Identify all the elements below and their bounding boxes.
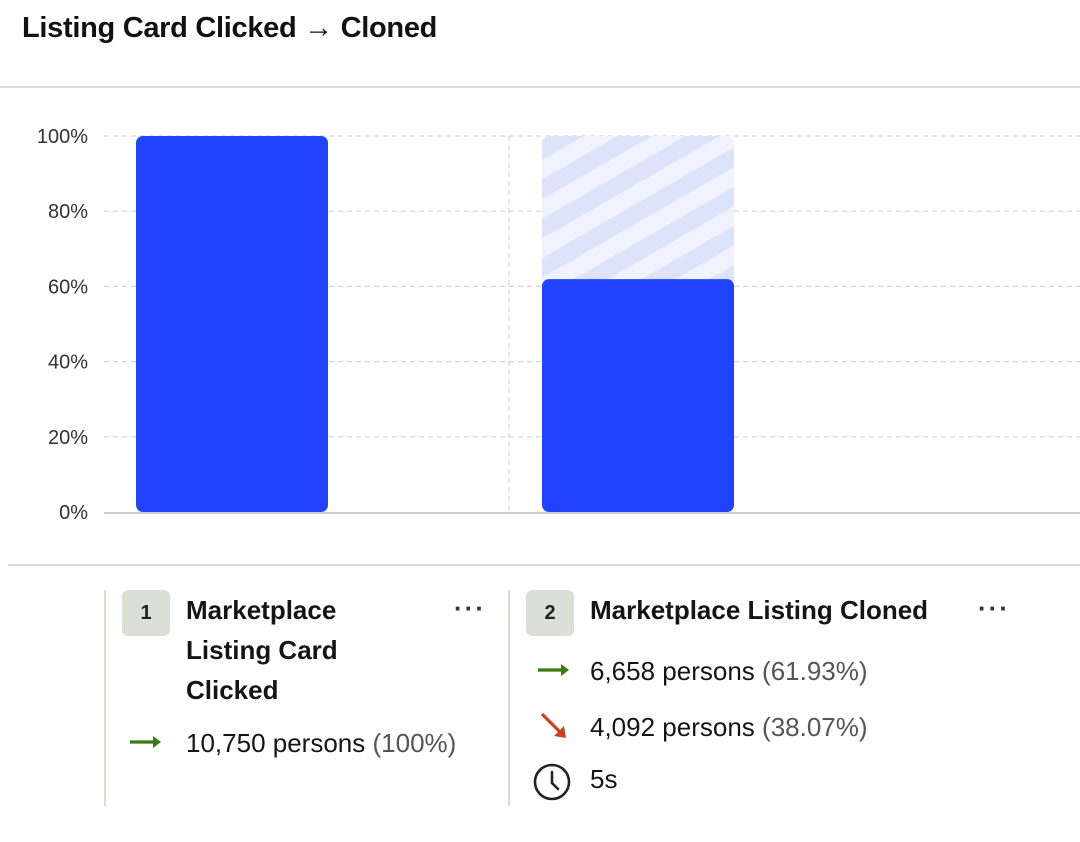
- average-time: 5s: [590, 764, 618, 794]
- dropoff-bar: [542, 136, 734, 288]
- arrow-right-icon: [130, 736, 161, 748]
- funnel-step-1[interactable]: 1 Marketplace Listing Card Clicked ··· 1…: [104, 590, 508, 806]
- step-number-badge: 2: [526, 590, 574, 636]
- step-menu-button[interactable]: ···: [978, 593, 1010, 623]
- arrow-down-right-icon: [540, 712, 566, 738]
- converted-count[interactable]: 6,658 persons (61.93%): [590, 656, 868, 686]
- dropped-count[interactable]: 4,092 persons (38.07%): [590, 712, 868, 742]
- step-menu-button[interactable]: ···: [454, 593, 486, 623]
- chart-divider: [8, 564, 1080, 566]
- conversion-bar: [136, 136, 328, 512]
- y-tick-label: 80%: [48, 201, 88, 223]
- arrow-right-icon: [538, 664, 569, 676]
- y-tick-label: 0%: [59, 502, 88, 524]
- chart-title: Listing Card Clicked → Cloned: [22, 12, 438, 44]
- funnel-bar-chart: 0% 20% 40% 60% 80% 100%: [37, 126, 1080, 524]
- y-tick-label: 60%: [48, 276, 88, 298]
- y-tick-label: 20%: [48, 427, 88, 449]
- step-name: Marketplace Listing Cloned: [590, 595, 929, 625]
- step-number-badge: 1: [122, 590, 170, 636]
- y-tick-label: 100%: [37, 126, 88, 148]
- header-divider: [0, 86, 1080, 88]
- funnel-step-2[interactable]: 2 Marketplace Listing Cloned ··· 6,658 p…: [508, 590, 1080, 806]
- y-tick-label: 40%: [48, 352, 88, 374]
- conversion-bar: [542, 279, 734, 512]
- clock-icon: [533, 763, 571, 801]
- converted-count[interactable]: 10,750 persons (100%): [186, 728, 457, 758]
- step-name: Marketplace Listing Card Clicked: [186, 595, 338, 705]
